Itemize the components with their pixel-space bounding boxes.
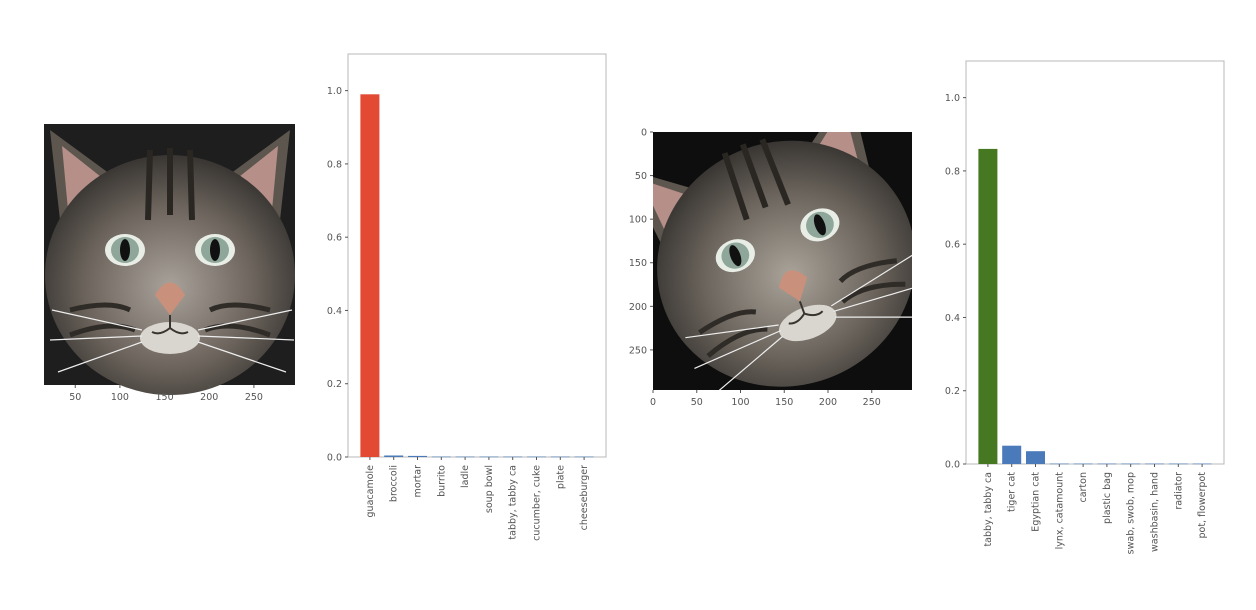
bar-9 — [574, 456, 594, 458]
x-tick-label: 150 — [775, 397, 793, 408]
tabby-cat-face-icon — [44, 124, 295, 395]
y-tick-label: 1.0 — [945, 93, 960, 104]
y-tick-label: 200 — [629, 302, 647, 313]
y-tick-label: 0 — [641, 128, 647, 139]
tabby-cat-face-rotated-icon — [653, 132, 912, 390]
x-tick-label: 200 — [200, 392, 218, 403]
x-tick-label: 50 — [691, 397, 703, 408]
category-label: washbasin, hand — [1150, 472, 1161, 552]
x-tick-label: 100 — [731, 397, 749, 408]
category-label: broccoli — [389, 465, 400, 502]
category-label: tiger cat — [1007, 472, 1018, 512]
bar-chart-prediction-rotated: 0.0 0.2 0.4 0.6 0.8 1.0 tabby, tabby ca tiger … — [945, 60, 1225, 554]
bar-6 — [1121, 463, 1141, 465]
bar-2 — [1026, 451, 1045, 464]
category-label: soup bowl — [484, 465, 495, 513]
image-panel-rotated: 0 50 100 150 200 250 0 50 100 150 200 250 — [629, 128, 912, 408]
bar-1 — [1002, 445, 1022, 464]
x-tick-label: 150 — [156, 392, 174, 403]
y-tick-label: 50 — [635, 171, 647, 182]
x-tick-label: 250 — [863, 397, 881, 408]
y-tick-label: 150 — [629, 258, 647, 269]
bar-4 — [455, 456, 475, 458]
bar-3 — [1049, 463, 1069, 465]
y-tick-label: 250 — [629, 345, 647, 356]
category-label: mortar — [413, 465, 424, 498]
category-label: Egyptian cat — [1031, 472, 1042, 532]
image-panel-original: 50 100 150 200 250 — [44, 124, 295, 403]
category-label: plastic bag — [1102, 472, 1113, 524]
category-label: swab, swob, mop — [1126, 472, 1137, 554]
category-label: guacamole — [365, 465, 376, 518]
y-tick-label: 0.4 — [945, 313, 960, 324]
category-label: lynx, catamount — [1054, 472, 1065, 550]
bar-8 — [550, 456, 570, 458]
bar-0 — [978, 148, 998, 464]
bar-8 — [1168, 463, 1188, 465]
bar-5 — [479, 456, 499, 458]
category-label: pot, flowerpot — [1197, 472, 1208, 539]
category-label: tabby, tabby ca — [508, 465, 519, 540]
y-tick-label: 0.6 — [327, 233, 342, 244]
y-tick-label: 0.0 — [945, 460, 960, 471]
x-tick-label: 0 — [650, 397, 656, 408]
x-tick-label: 250 — [245, 392, 263, 403]
bar-7 — [527, 456, 546, 458]
y-tick-label: 0.4 — [327, 306, 342, 317]
bar-chart-prediction-original: 0.0 0.2 0.4 0.6 0.8 1.0 guacamole broccoli mort… — [327, 53, 607, 541]
bar-9 — [1192, 463, 1212, 465]
x-tick-label: 50 — [69, 392, 81, 403]
bar-7 — [1145, 463, 1164, 465]
x-tick-label: 200 — [819, 397, 837, 408]
category-label: cucumber, cuke — [532, 465, 543, 541]
y-tick-label: 0.6 — [945, 240, 960, 251]
category-label: ladle — [460, 465, 471, 488]
y-tick-label: 0.8 — [945, 166, 960, 177]
category-label: tabby, tabby ca — [983, 472, 994, 547]
category-label: cheeseburger — [579, 465, 590, 530]
category-label: carton — [1078, 472, 1089, 503]
bar-3 — [431, 456, 451, 458]
y-tick-label: 0.0 — [327, 453, 342, 464]
bar-5 — [1097, 463, 1117, 465]
y-tick-label: 100 — [629, 215, 647, 226]
y-tick-label: 0.2 — [327, 379, 342, 390]
bar-4 — [1073, 463, 1093, 465]
chart-frame — [965, 60, 1225, 465]
category-label: radiator — [1173, 472, 1184, 510]
y-tick-label: 1.0 — [327, 86, 342, 97]
y-tick-label: 0.2 — [945, 386, 960, 397]
bar-1 — [384, 455, 404, 457]
y-tick-label: 0.8 — [327, 159, 342, 170]
category-label: burrito — [436, 465, 447, 497]
x-tick-label: 100 — [111, 392, 129, 403]
bar-0 — [360, 94, 380, 458]
category-label: plate — [555, 465, 566, 489]
bar-6 — [503, 456, 523, 458]
bar-2 — [408, 455, 427, 457]
chart-frame — [347, 53, 607, 458]
